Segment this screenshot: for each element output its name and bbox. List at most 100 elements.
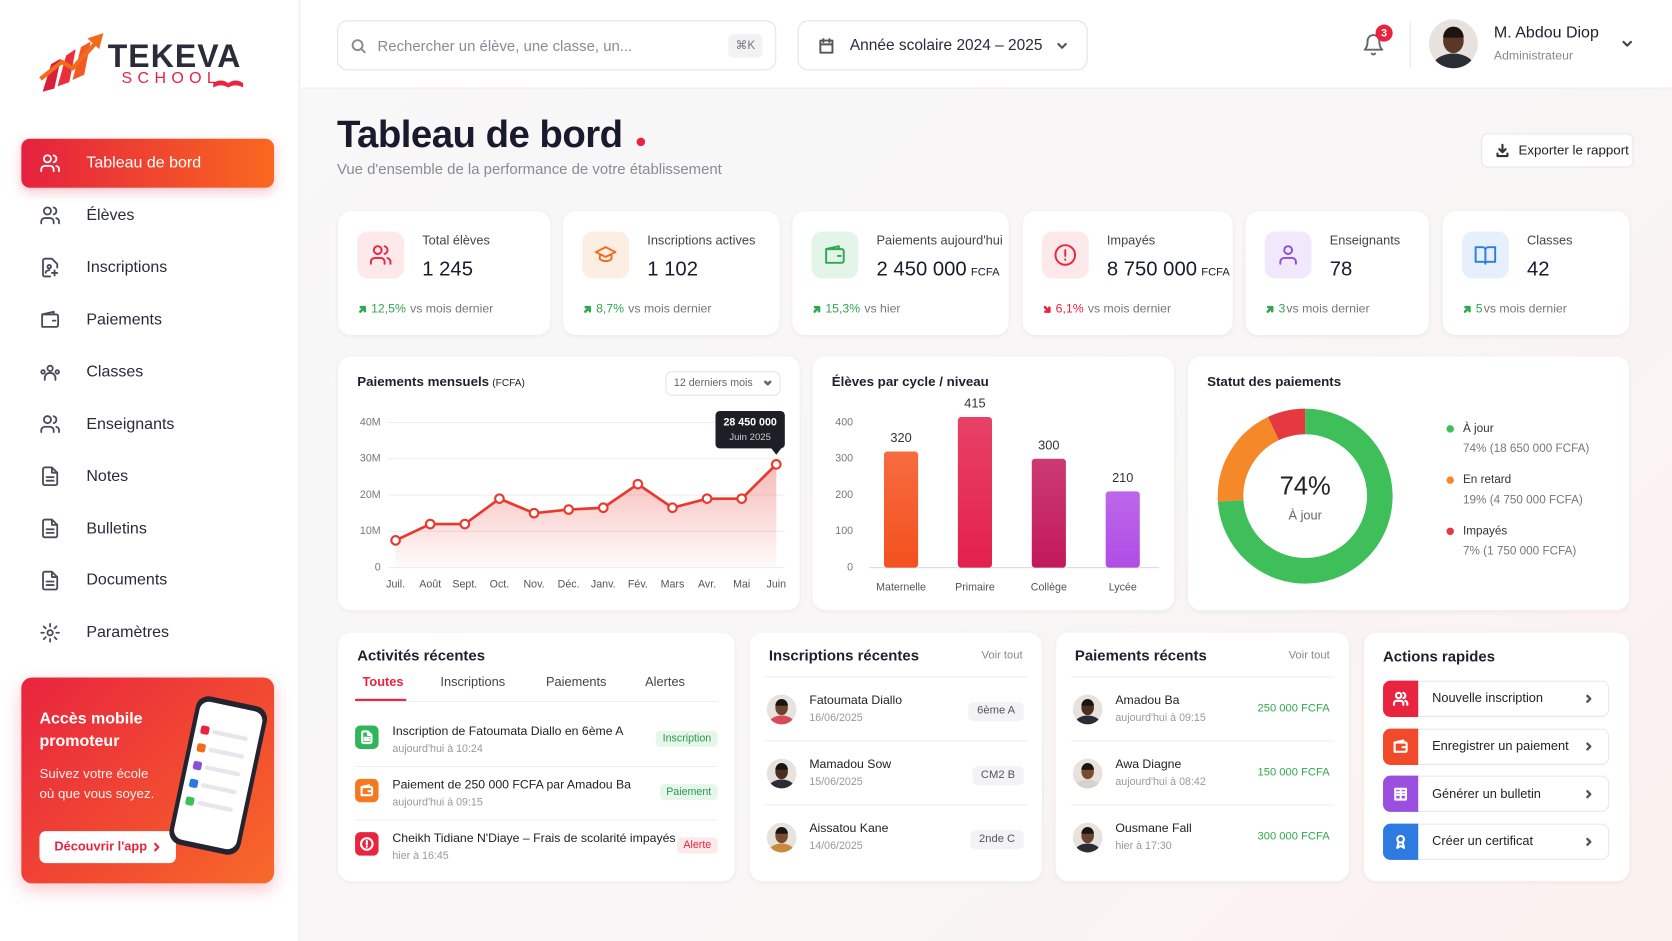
activity-icon-bg xyxy=(355,778,379,803)
y-tick-label: 40M xyxy=(360,416,381,428)
bar-value-label: 300 xyxy=(1038,437,1059,452)
icon-shape xyxy=(1586,790,1592,799)
tab[interactable]: Paiements xyxy=(545,674,607,690)
activity-text: Paiement de 250 000 FCFA par Amadou Ba xyxy=(392,778,632,792)
kpi-period: vs mois dernier xyxy=(410,302,494,316)
avatar-body xyxy=(768,843,795,853)
tab[interactable]: Inscriptions xyxy=(440,674,506,690)
action-label: Enregistrer un paiement xyxy=(1432,738,1569,754)
kpi-value-row: 42 xyxy=(1527,257,1550,283)
icon-shape xyxy=(42,570,59,591)
user-role: Administrateur xyxy=(1493,49,1573,63)
action-icon-bg xyxy=(1383,728,1419,765)
icon xyxy=(819,38,834,54)
icon-shape xyxy=(154,842,160,852)
y-tick-label: 10M xyxy=(360,525,381,537)
person-date: 16/06/2025 xyxy=(809,712,863,724)
year-selector[interactable] xyxy=(797,20,1088,71)
y-tick-label: 20M xyxy=(360,489,381,501)
page-subtitle: Vue d'ensemble de la performance de votr… xyxy=(336,159,722,177)
card-title: Inscriptions récentes xyxy=(768,646,919,664)
avatar xyxy=(1428,19,1478,69)
icon xyxy=(42,570,59,591)
icon xyxy=(40,622,60,643)
activity-text: Inscription de Fatoumata Diallo en 6ème … xyxy=(392,724,624,738)
donut-segment xyxy=(1267,408,1306,441)
card-link[interactable]: Voir tout xyxy=(981,648,1023,662)
tab-active[interactable]: Toutes xyxy=(362,674,404,690)
avatar xyxy=(766,758,797,789)
nav-label: Tableau de bord xyxy=(86,153,202,173)
tooltip-box xyxy=(715,411,785,449)
card-divider xyxy=(764,676,1027,678)
icon xyxy=(1394,787,1408,801)
tooltip-caption: Juin 2025 xyxy=(729,432,771,443)
search-box[interactable] xyxy=(336,20,777,71)
icon-shape xyxy=(360,784,374,797)
phone-item xyxy=(196,743,206,753)
year-label: Année scolaire 2024 – 2025 xyxy=(849,36,1043,54)
payment-time: hier à 17:30 xyxy=(1115,840,1172,852)
action-label: Créer un certificat xyxy=(1432,833,1534,849)
icon xyxy=(1586,742,1592,751)
kpi-change-row: 6,1% vs mois dernier xyxy=(1056,301,1171,317)
logo-book xyxy=(213,80,244,88)
activity-tag: Inscription xyxy=(656,730,718,747)
phone-item xyxy=(185,796,195,806)
action-button[interactable] xyxy=(1383,680,1610,717)
nav-label: Documents xyxy=(86,571,168,590)
legend-marker xyxy=(1446,476,1454,484)
card-link[interactable]: Voir tout xyxy=(1288,648,1330,662)
kpi-change: 5 xyxy=(1475,302,1483,316)
x-tick-label: Avr. xyxy=(698,578,716,590)
x-tick-label: Sept. xyxy=(452,578,477,590)
activity-time: aujourd'hui à 10:24 xyxy=(392,743,483,755)
icon-shape xyxy=(1266,305,1274,313)
icon-shape xyxy=(351,39,366,54)
export-label: Exporter le rapport xyxy=(1518,142,1629,158)
kpi-value: 1 102 xyxy=(647,257,698,281)
action-button[interactable] xyxy=(1383,728,1610,765)
activity-tag: Paiement xyxy=(659,783,718,800)
avatar-body xyxy=(768,779,795,789)
card-title: Actions rapides xyxy=(1383,647,1496,665)
kpi-period: vs mois dernier xyxy=(1286,302,1370,316)
range-selector[interactable] xyxy=(665,371,781,396)
promo-title: Accès mobile promoteur xyxy=(39,709,143,751)
kpi-unit: FCFA xyxy=(1201,265,1230,279)
tooltip-pointer xyxy=(770,447,782,455)
avatar-body xyxy=(1432,53,1475,69)
promo-button[interactable] xyxy=(39,831,176,864)
icon xyxy=(369,245,392,265)
icon-shape xyxy=(359,837,374,851)
tab[interactable]: Alertes xyxy=(645,674,685,690)
legend-marker xyxy=(1446,425,1454,433)
icon xyxy=(42,257,59,278)
icon-shape xyxy=(1394,787,1408,801)
payment-time: aujourd'hui à 09:15 xyxy=(1115,712,1206,724)
icon xyxy=(359,305,367,313)
avatar-body xyxy=(1074,715,1101,725)
avatar-hair xyxy=(775,699,788,706)
payment-amount: 150 000 FCFA xyxy=(1257,766,1330,780)
action-button[interactable] xyxy=(1383,776,1610,813)
legend-label: Impayés xyxy=(1463,524,1507,537)
legend-label: En retard xyxy=(1463,473,1511,486)
bar xyxy=(1105,491,1140,568)
avatar-hair xyxy=(775,763,788,770)
avatar xyxy=(1072,758,1103,789)
kpi-change-row: 5 vs mois dernier xyxy=(1476,301,1567,317)
export-button[interactable] xyxy=(1481,133,1634,168)
icon xyxy=(825,245,845,264)
icon-shape xyxy=(1463,305,1471,313)
nav-label: Paramètres xyxy=(86,623,170,642)
nav-item-active[interactable] xyxy=(21,138,275,188)
bar xyxy=(1031,458,1066,568)
row-divider xyxy=(1070,804,1334,806)
line-point xyxy=(459,518,471,530)
line-series xyxy=(395,463,778,542)
icon-shape xyxy=(40,364,60,381)
chart-unit: (FCFA) xyxy=(492,377,525,390)
